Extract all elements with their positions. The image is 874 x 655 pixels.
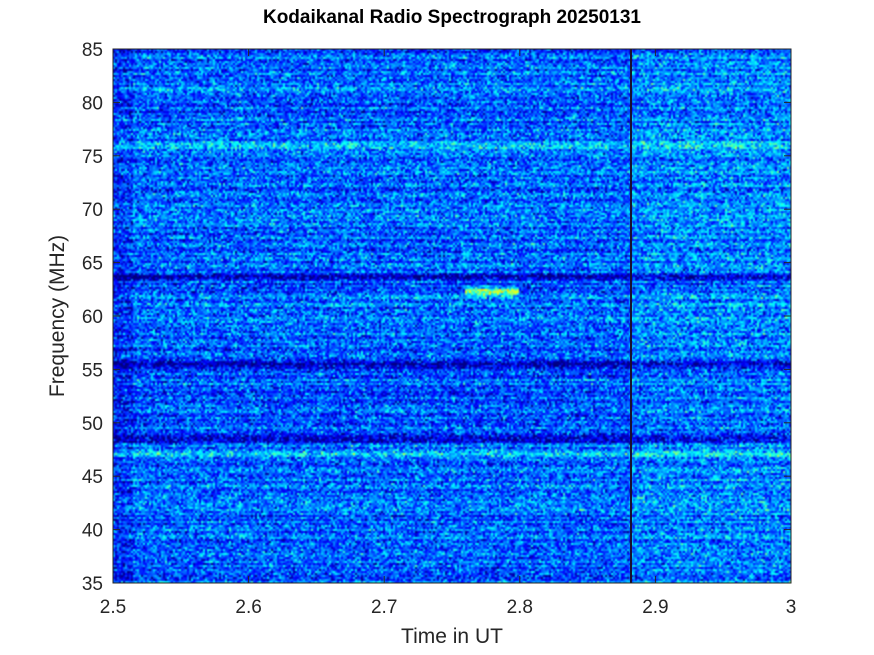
spectrogram-heatmap [113, 49, 791, 583]
x-axis-label: Time in UT [401, 625, 503, 648]
x-tick-label: 3 [786, 597, 797, 618]
y-axis-label: Frequency (MHz) [46, 235, 69, 397]
y-tick-label: 75 [82, 147, 103, 168]
plot-area [112, 48, 792, 584]
x-tick-label: 2.8 [507, 597, 533, 618]
x-tick-label: 2.6 [235, 597, 261, 618]
y-tick-label: 85 [82, 40, 103, 61]
y-tick-label: 55 [82, 360, 103, 381]
y-tick-label: 40 [82, 521, 103, 542]
x-axis-ticks: 2.5 2.6 2.7 2.8 2.9 3 [100, 49, 797, 618]
x-tick-label: 2.9 [642, 597, 668, 618]
y-tick-label: 35 [82, 574, 103, 595]
y-tick-label: 65 [82, 254, 103, 275]
y-tick-label: 70 [82, 200, 103, 221]
y-tick-label: 80 [82, 93, 103, 114]
y-axis-ticks: 35 40 45 50 55 60 65 70 75 80 85 [82, 40, 791, 595]
y-tick-label: 45 [82, 467, 103, 488]
x-tick-label: 2.5 [100, 597, 126, 618]
y-tick-label: 60 [82, 307, 103, 328]
chart-title: Kodaikanal Radio Spectrograph 20250131 [263, 7, 641, 28]
y-tick-label: 50 [82, 414, 103, 435]
x-tick-label: 2.7 [371, 597, 397, 618]
